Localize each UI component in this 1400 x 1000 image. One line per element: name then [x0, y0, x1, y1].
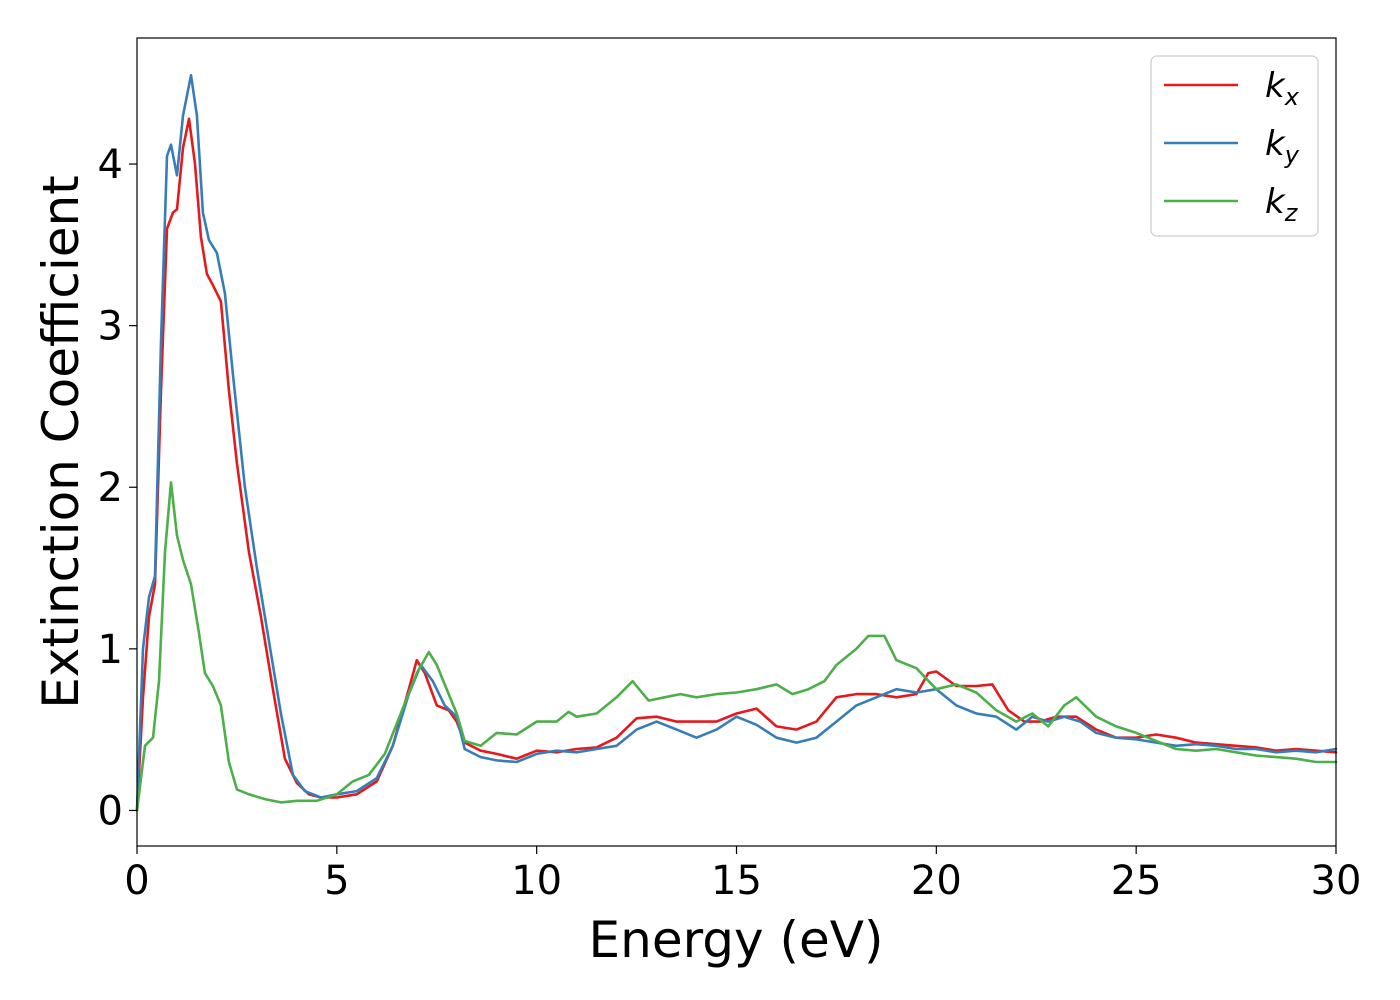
y-tick-label: 2 [98, 465, 123, 511]
x-axis: 0 5 10 15 20 25 30 [124, 846, 1361, 904]
series-line-y [135, 73, 1338, 812]
legend-label-x: kx [1265, 66, 1300, 111]
y-axis: 0 1 2 3 4 [98, 142, 137, 834]
x-tick-label: 20 [911, 858, 962, 904]
x-tick-label: 0 [124, 858, 149, 904]
x-axis-title: Energy (eV) [589, 911, 884, 969]
legend-label-z: kz [1265, 182, 1299, 227]
series-line-z [135, 481, 1338, 812]
x-tick-label: 30 [1311, 858, 1362, 904]
legend-box [1150, 55, 1319, 237]
y-tick-label: 1 [98, 627, 123, 673]
x-tick-label: 25 [1111, 858, 1162, 904]
x-tick-label: 15 [711, 858, 762, 904]
y-tick-label: 4 [98, 142, 123, 188]
x-tick-label: 5 [324, 858, 349, 904]
y-tick-label: 0 [98, 788, 123, 834]
series-line-x [135, 117, 1338, 812]
y-tick-label: 3 [98, 304, 123, 350]
y-axis-title: Extinction Coefficient [32, 175, 90, 709]
legend: kx ky kz [1150, 55, 1319, 237]
legend-label-y: ky [1265, 124, 1300, 169]
plot-background [137, 38, 1336, 846]
x-tick-label: 10 [511, 858, 562, 904]
series-layer [135, 73, 1338, 812]
